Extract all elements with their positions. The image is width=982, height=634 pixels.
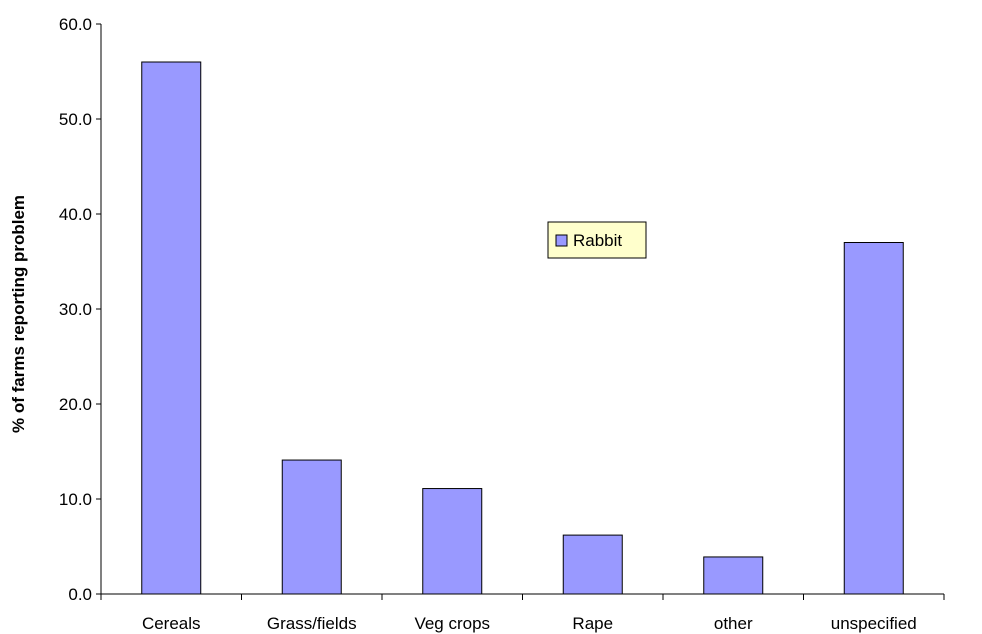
- legend-swatch: [555, 234, 568, 247]
- y-tick-label: 30.0: [59, 300, 92, 319]
- bar-unspecified: [843, 242, 904, 595]
- y-tick-label: 20.0: [59, 395, 92, 414]
- y-tick-label: 40.0: [59, 205, 92, 224]
- y-tick-label: 50.0: [59, 110, 92, 129]
- x-tick-label: Veg crops: [414, 614, 490, 633]
- y-tick-label: 0.0: [68, 585, 92, 604]
- bar-veg-crops: [422, 488, 483, 595]
- bar-grass-fields: [281, 459, 342, 595]
- y-tick-label: 60.0: [59, 15, 92, 34]
- y-axis-label: % of farms reporting problem: [9, 195, 28, 433]
- x-tick-labels: Cereals Grass/fields Veg crops Rape other uns…: [142, 614, 917, 633]
- x-tick-label: Cereals: [142, 614, 201, 633]
- legend: Rabbit: [547, 221, 647, 259]
- x-tick-label: other: [714, 614, 753, 633]
- bar-rape: [562, 534, 623, 595]
- bar-other: [703, 556, 764, 595]
- x-tick-label: Rape: [572, 614, 613, 633]
- x-tick-label: unspecified: [831, 614, 917, 633]
- bars: [141, 61, 904, 595]
- y-ticks: 0.0 10.0 20.0 30.0 40.0 50.0 60.0: [59, 15, 101, 604]
- axes: [100, 24, 945, 600]
- bar-cereals: [141, 61, 202, 595]
- legend-label: Rabbit: [573, 231, 622, 250]
- x-tick-label: Grass/fields: [267, 614, 357, 633]
- y-tick-label: 10.0: [59, 490, 92, 509]
